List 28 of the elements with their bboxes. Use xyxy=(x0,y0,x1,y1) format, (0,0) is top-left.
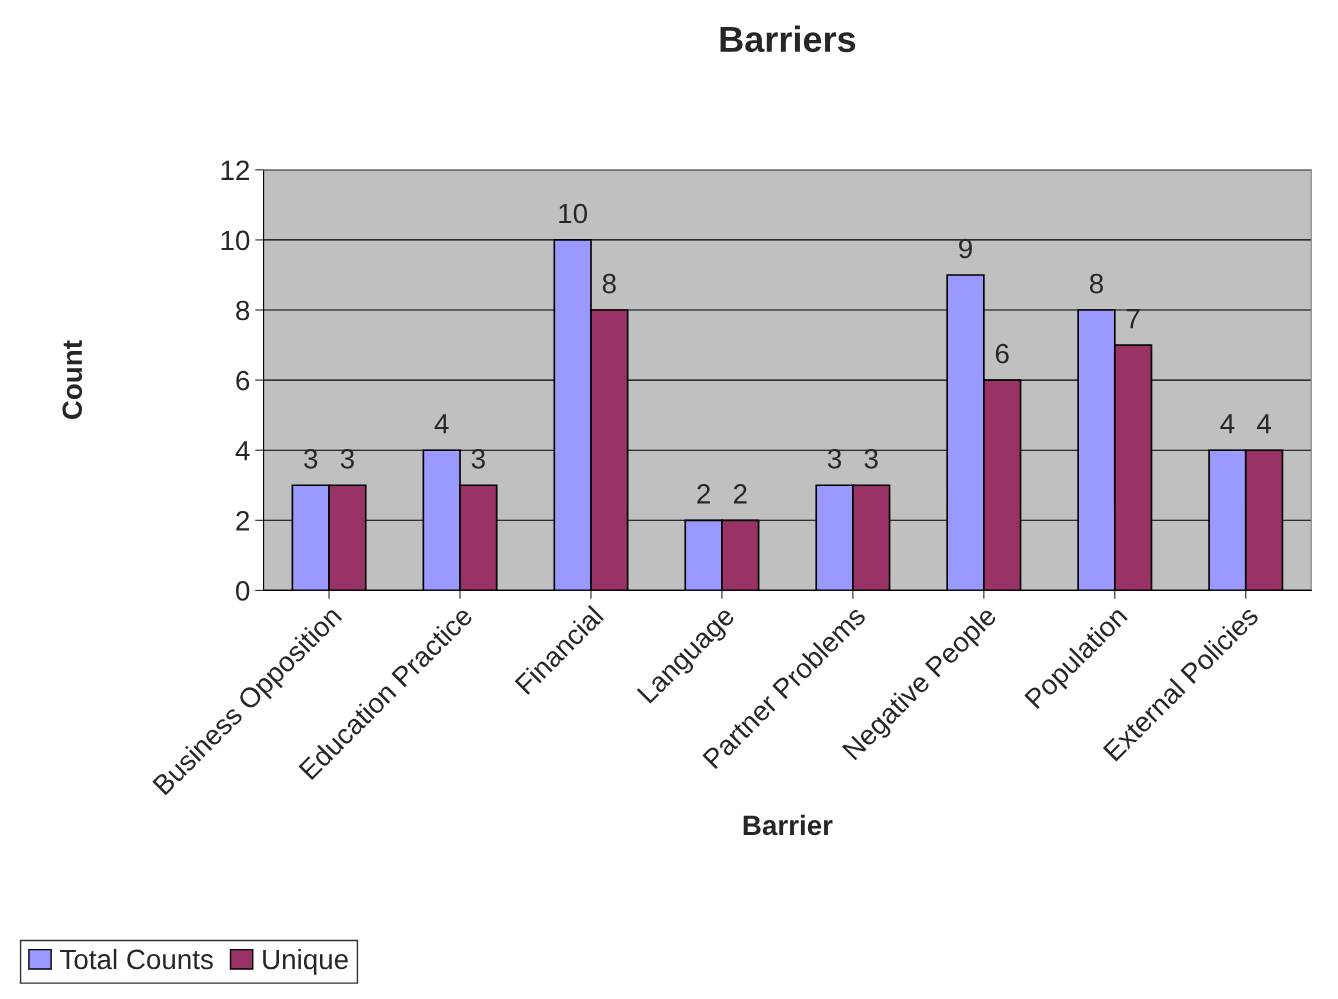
y-tick-label: 10 xyxy=(221,230,250,251)
data-label: 3 xyxy=(864,448,878,469)
data-label: 10 xyxy=(559,203,588,224)
y-tick-label: 8 xyxy=(236,300,250,321)
data-label: 4 xyxy=(1220,414,1235,434)
y-tick-label: 6 xyxy=(236,370,250,391)
y-tick-label: 4 xyxy=(235,441,250,461)
data-label: 6 xyxy=(995,343,1009,364)
data-label: 3 xyxy=(471,448,485,469)
y-tick-label: 2 xyxy=(236,510,249,531)
data-label: 8 xyxy=(602,273,616,294)
legend-label: Unique xyxy=(263,948,348,975)
data-label: 3 xyxy=(304,448,318,469)
y-axis-title: Count xyxy=(62,340,83,420)
data-label: 3 xyxy=(340,448,354,469)
x-axis-title: Barrier xyxy=(743,814,833,836)
data-label: 4 xyxy=(1257,414,1272,434)
data-label: 2 xyxy=(697,484,710,504)
chart-title: Barriers xyxy=(720,25,856,53)
data-label: 4 xyxy=(434,414,449,434)
legend-label: Total Counts xyxy=(60,948,213,970)
data-label: 8 xyxy=(1089,273,1103,294)
data-label: 7 xyxy=(1126,309,1140,329)
y-tick-label: 12 xyxy=(221,160,249,180)
y-tick-label: 0 xyxy=(236,581,250,601)
data-label: 9 xyxy=(959,238,972,259)
data-label: 3 xyxy=(827,448,842,469)
data-label: 2 xyxy=(733,484,747,504)
